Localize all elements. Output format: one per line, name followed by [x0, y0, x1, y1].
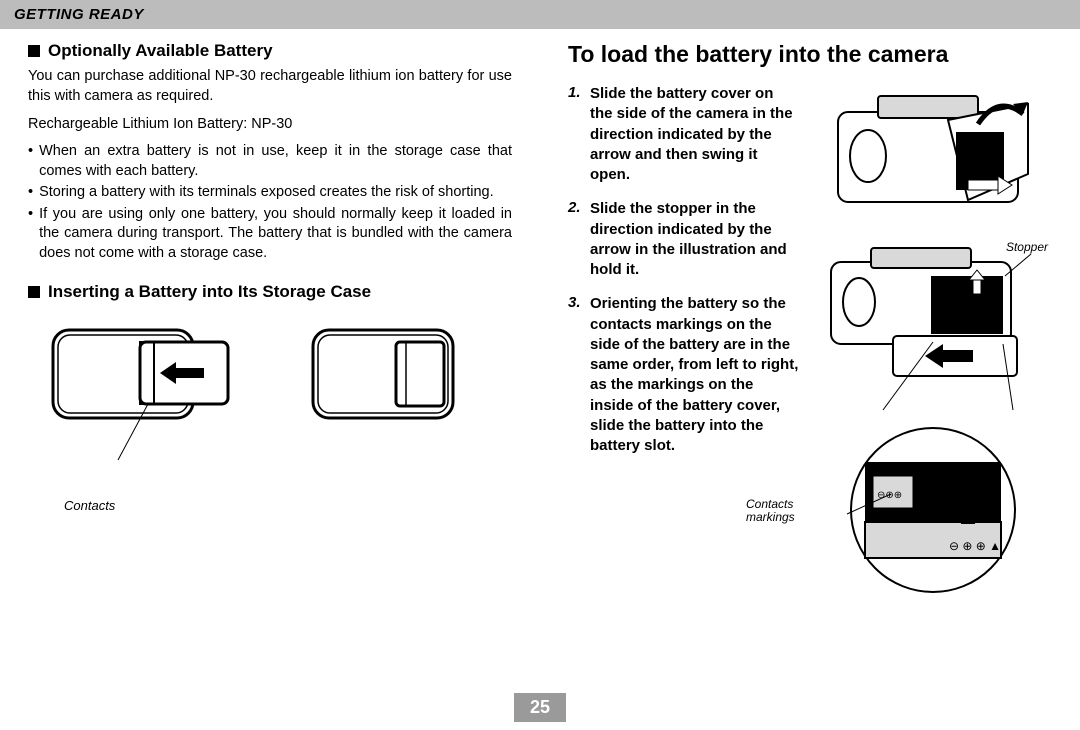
storage-case-figures [48, 320, 512, 470]
battery-bullets: When an extra battery is not in use, kee… [28, 142, 512, 263]
storage-case-closed-icon [308, 320, 458, 430]
right-column: To load the battery into the camera 1. S… [540, 29, 1080, 693]
contacts-markings-line2: markings [746, 510, 795, 524]
step-3: 3. Orienting the battery so the contacts… [568, 294, 800, 456]
svg-text:⊖⊕⊕: ⊖⊕⊕ [877, 490, 902, 501]
intro-paragraph: You can purchase additional NP-30 rechar… [28, 67, 512, 106]
manual-page: GETTING READY Optionally Available Batte… [0, 0, 1080, 730]
step-number: 3. [568, 294, 590, 456]
sub1-title: Optionally Available Battery [48, 41, 273, 61]
bullet-text: If you are using only one battery, you s… [39, 205, 512, 264]
contacts-markings-label: Contacts markings [746, 498, 795, 524]
square-bullet-icon [28, 45, 40, 57]
right-title: To load the battery into the camera [568, 41, 1052, 68]
page-number: 25 [514, 693, 566, 722]
bullet-text: When an extra battery is not in use, kee… [39, 142, 512, 181]
camera-open-cover-icon [828, 84, 1038, 234]
step-text: Slide the stopper in the direction indic… [590, 199, 800, 280]
svg-text:⊖ ⊕ ⊕ ▲: ⊖ ⊕ ⊕ ▲ [949, 539, 1001, 553]
step-2: 2. Slide the stopper in the direction in… [568, 199, 800, 280]
page-body: Optionally Available Battery You can pur… [0, 29, 1080, 693]
right-inner: 1. Slide the battery cover on the side o… [568, 84, 1052, 600]
step-text: Orienting the battery so the contacts ma… [590, 294, 800, 456]
storage-case-open-icon [48, 320, 248, 470]
sub2: Inserting a Battery into Its Storage Cas… [28, 282, 512, 302]
bullet-text: Storing a battery with its terminals exp… [39, 183, 494, 203]
step-1: 1. Slide the battery cover on the side o… [568, 84, 800, 185]
sub2-title: Inserting a Battery into Its Storage Cas… [48, 282, 371, 302]
section-title: GETTING READY [14, 6, 144, 23]
square-bullet-icon [28, 286, 40, 298]
left-column: Optionally Available Battery You can pur… [0, 29, 540, 693]
contacts-markings-line1: Contacts [746, 497, 793, 511]
sub1: Optionally Available Battery [28, 41, 512, 61]
contacts-label: Contacts [64, 498, 512, 513]
step-number: 1. [568, 84, 590, 185]
step-text: Slide the battery cover on the side of t… [590, 84, 800, 185]
page-footer: 25 [0, 693, 1080, 730]
battery-contacts-detail-icon: ⊖ ⊕ ⊕ ▲ ⊖⊕⊕ [843, 420, 1023, 600]
section-header: GETTING READY [0, 0, 1080, 29]
stopper-label: Stopper [1006, 240, 1048, 254]
battery-spec: Rechargeable Lithium Ion Battery: NP-30 [28, 116, 512, 132]
camera-diagrams: Stopper [814, 84, 1052, 600]
camera-insert-battery-icon [823, 240, 1043, 420]
bullet-item: When an extra battery is not in use, kee… [28, 142, 512, 181]
bullet-item: Storing a battery with its terminals exp… [28, 183, 512, 203]
step-number: 2. [568, 199, 590, 280]
bullet-item: If you are using only one battery, you s… [28, 205, 512, 264]
